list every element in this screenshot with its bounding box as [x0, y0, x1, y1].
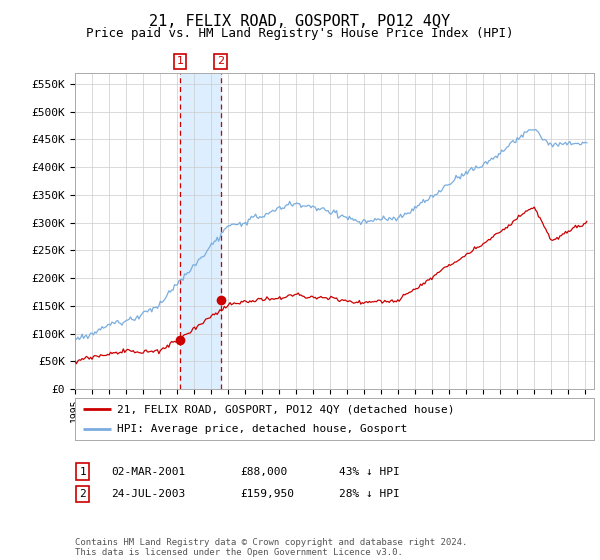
Text: 43% ↓ HPI: 43% ↓ HPI [339, 466, 400, 477]
Text: HPI: Average price, detached house, Gosport: HPI: Average price, detached house, Gosp… [116, 424, 407, 434]
Text: Contains HM Land Registry data © Crown copyright and database right 2024.
This d: Contains HM Land Registry data © Crown c… [75, 538, 467, 557]
Bar [180, 73, 221, 389]
Text: Price paid vs. HM Land Registry's House Price Index (HPI): Price paid vs. HM Land Registry's House … [86, 27, 514, 40]
Text: 02-MAR-2001: 02-MAR-2001 [111, 466, 185, 477]
Text: 1: 1 [79, 466, 86, 477]
Text: £88,000: £88,000 [240, 466, 287, 477]
Text: £159,950: £159,950 [240, 489, 294, 499]
Text: 2: 2 [217, 57, 224, 67]
Text: 21, FELIX ROAD, GOSPORT, PO12 4QY (detached house): 21, FELIX ROAD, GOSPORT, PO12 4QY (detac… [116, 404, 454, 414]
Text: 24-JUL-2003: 24-JUL-2003 [111, 489, 185, 499]
Text: 1: 1 [176, 57, 184, 67]
Text: 28% ↓ HPI: 28% ↓ HPI [339, 489, 400, 499]
Text: 2: 2 [79, 489, 86, 499]
Text: 21, FELIX ROAD, GOSPORT, PO12 4QY: 21, FELIX ROAD, GOSPORT, PO12 4QY [149, 14, 451, 29]
